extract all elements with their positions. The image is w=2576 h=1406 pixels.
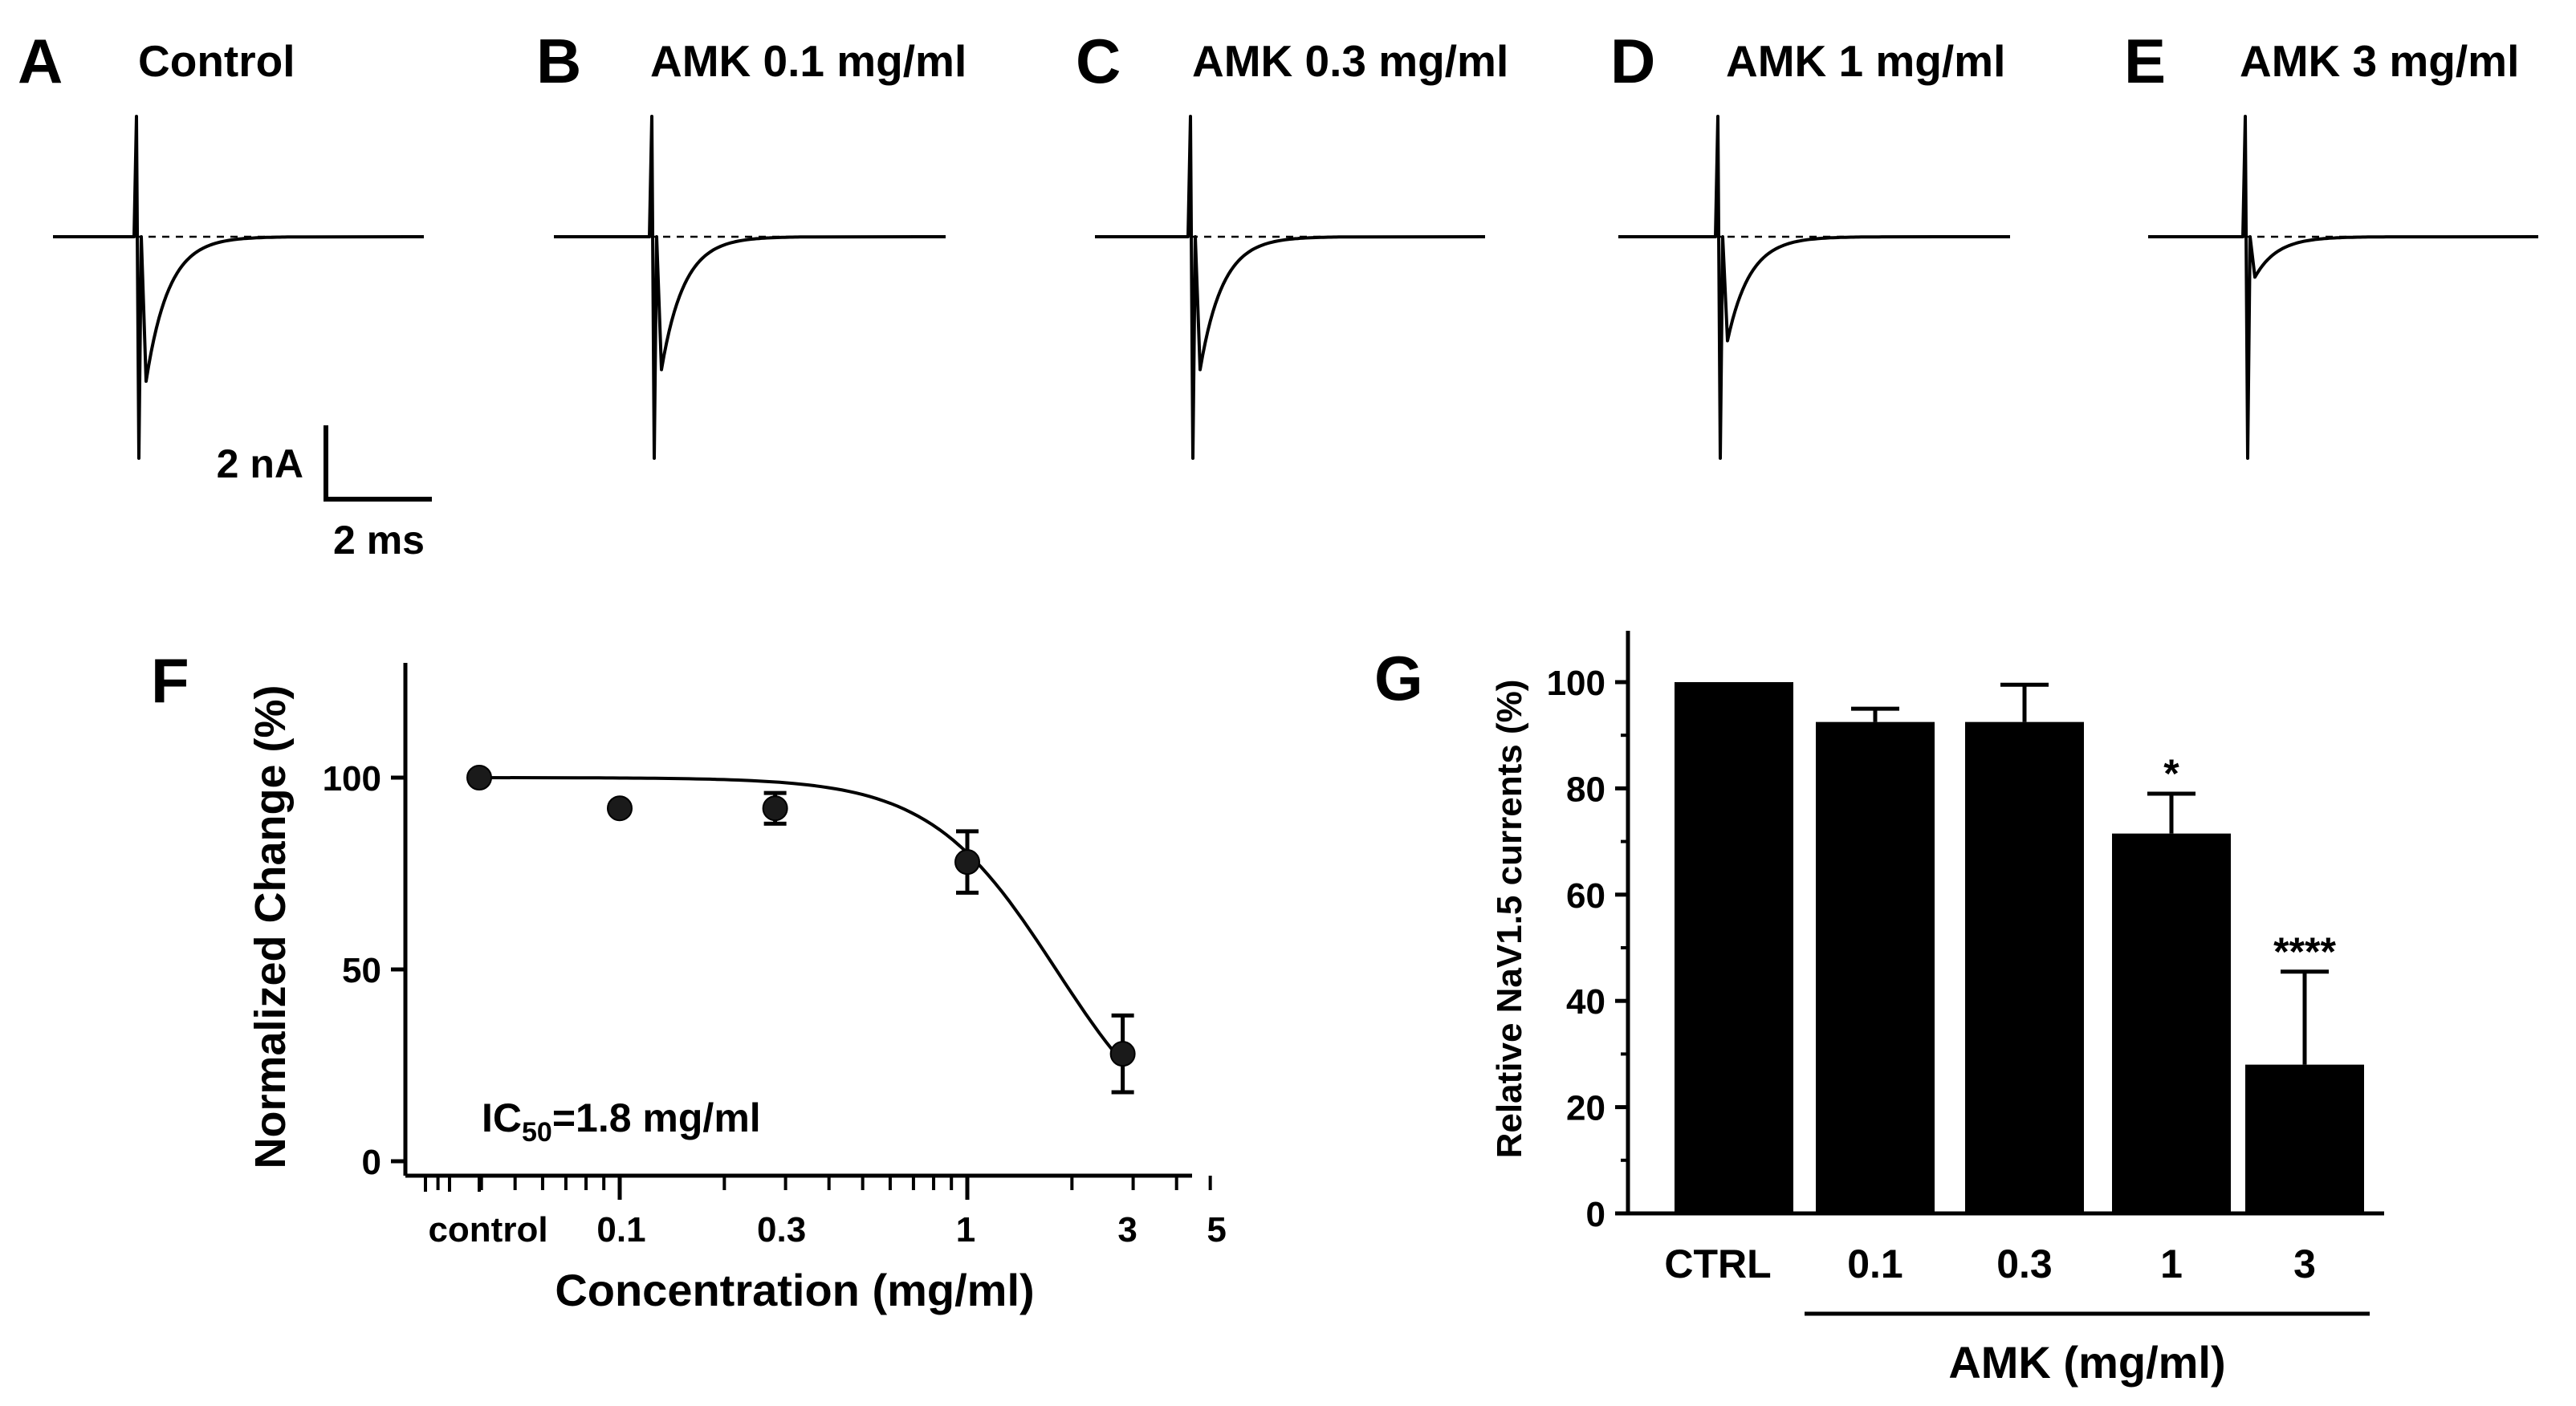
- g-bar-0-1: [1816, 721, 1935, 1213]
- trace-amk-0-1-mg-ml: [554, 115, 946, 460]
- g-y-tick-label: 20: [1566, 1089, 1605, 1128]
- scale-bar-time-label: 2 ms: [333, 518, 425, 563]
- g-bar-1: [2112, 833, 2231, 1213]
- g-category-label: 0.3: [1996, 1241, 2053, 1286]
- f-y-axis-label: Normalized Change (%): [246, 685, 295, 1168]
- f-x-tick-label: control: [428, 1210, 547, 1250]
- panel-g-bar-chart: G Relative NaV1.5 currents (%) AMK (mg/m…: [1374, 631, 2384, 1388]
- trace-title-amk-3: AMK 3 mg/ml: [2240, 36, 2519, 86]
- f-ic50-annotation: IC50=1.8 mg/ml: [482, 1095, 761, 1148]
- f-data-point-0: [466, 765, 492, 790]
- f-x-axis-label: Concentration (mg/ml): [555, 1265, 1034, 1315]
- g-category-label: 0.1: [1847, 1241, 1903, 1286]
- g-y-tick-label: 80: [1566, 770, 1605, 809]
- f-data-point-3: [954, 849, 980, 876]
- f-y-tick-label: 0: [362, 1143, 381, 1182]
- g-y-tick-label: 60: [1566, 876, 1605, 916]
- scale-bar: 2 nA 2 ms: [217, 425, 432, 563]
- panel-letter-c: C: [1076, 26, 1121, 96]
- f-x-tick-label: 5: [1207, 1210, 1226, 1250]
- trace-title-amk-0-1: AMK 0.1 mg/ml: [650, 36, 967, 86]
- panel-letter-f: F: [151, 645, 189, 716]
- current-traces: [53, 115, 2539, 460]
- g-significance-label: ****: [2273, 929, 2336, 974]
- g-category-label: 1: [2160, 1241, 2183, 1286]
- f-x-tick-label: 1: [956, 1210, 975, 1250]
- panel-letter-b: B: [536, 26, 581, 96]
- g-y-axis-label: Relative NaV1.5 currents (%): [1490, 680, 1529, 1159]
- g-y-tick-label: 0: [1586, 1195, 1605, 1234]
- g-bar-ctrl: [1675, 682, 1793, 1213]
- trace-amk-3-mg-ml: [2148, 115, 2539, 460]
- g-y-tick-label: 100: [1547, 664, 1605, 703]
- trace-titles: A Control B AMK 0.1 mg/ml C AMK 0.3 mg/m…: [18, 26, 2519, 96]
- g-y-tick-label: 40: [1566, 982, 1605, 1022]
- f-x-tick-label: 0.3: [757, 1210, 806, 1250]
- trace-title-amk-1: AMK 1 mg/ml: [1726, 36, 2005, 86]
- f-ic50-value: =1.8 mg/ml: [552, 1095, 761, 1140]
- trace-amk-1-mg-ml: [1618, 115, 2011, 460]
- g-bar-3: [2245, 1064, 2364, 1213]
- scale-bar-current-label: 2 nA: [217, 441, 303, 486]
- panel-letter-a: A: [18, 26, 63, 96]
- panel-letter-e: E: [2124, 26, 2166, 96]
- trace-amk-0-3-mg-ml: [1095, 115, 1486, 460]
- scale-bar-lines: [324, 425, 432, 502]
- f-data-point-2: [762, 795, 788, 822]
- g-category-label: 3: [2293, 1241, 2316, 1286]
- trace-title-control: Control: [138, 36, 295, 86]
- g-x-axis-label: AMK (mg/ml): [1948, 1337, 2225, 1388]
- trace-control: [53, 115, 425, 460]
- f-data-point-1: [607, 795, 633, 822]
- panel-letter-g: G: [1374, 643, 1423, 713]
- f-y-tick-label: 100: [323, 759, 381, 798]
- f-y-tick-label: 50: [342, 951, 381, 990]
- panel-letter-d: D: [1610, 26, 1655, 96]
- f-x-tick-label: 0.1: [596, 1210, 645, 1250]
- f-data-point-4: [1109, 1041, 1136, 1067]
- f-fit-curve: [478, 776, 1122, 1061]
- f-ic50-subscript: 50: [522, 1117, 552, 1148]
- f-ic50-prefix: IC: [482, 1095, 522, 1140]
- panel-f-dose-response: F Normalized Change (%) Concentration (m…: [151, 645, 1227, 1315]
- g-category-label: CTRL: [1664, 1241, 1771, 1286]
- g-bar-0-3: [1965, 721, 2084, 1213]
- trace-title-amk-0-3: AMK 0.3 mg/ml: [1192, 36, 1508, 86]
- g-significance-label: *: [2163, 751, 2179, 796]
- f-x-tick-label: 3: [1117, 1210, 1137, 1250]
